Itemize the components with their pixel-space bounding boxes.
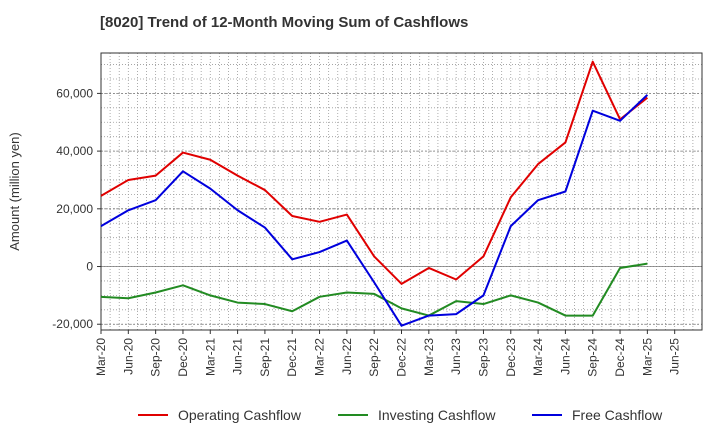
x-tick-label: Mar-24 — [531, 338, 545, 376]
x-tick-label: Mar-21 — [203, 338, 217, 376]
legend-label-free: Free Cashflow — [572, 407, 663, 423]
legend-swatch-operating — [138, 414, 168, 416]
legend-swatch-investing — [338, 414, 368, 416]
x-tick-label: Jun-22 — [340, 338, 354, 375]
legend-item-operating: Operating Cashflow — [138, 404, 301, 426]
y-tick-label: 40,000 — [56, 144, 93, 158]
y-tick-label: 20,000 — [56, 202, 93, 216]
x-tick-label: Mar-25 — [640, 338, 654, 376]
legend-swatch-free — [532, 414, 562, 416]
x-tick-label: Jun-25 — [668, 338, 682, 375]
x-tick-label: Sep-24 — [586, 338, 600, 377]
x-tick-label: Jun-24 — [558, 338, 572, 375]
series-line-investing-cashflow — [100, 262, 648, 317]
y-tick-label: 0 — [86, 260, 93, 274]
x-tick-label: Dec-20 — [176, 338, 190, 377]
legend-label-operating: Operating Cashflow — [178, 407, 301, 423]
x-tick-label: Sep-22 — [367, 338, 381, 377]
x-tick-label: Mar-20 — [94, 338, 108, 376]
legend-item-investing: Investing Cashflow — [338, 404, 496, 426]
legend-item-free: Free Cashflow — [532, 404, 662, 426]
legend-label-investing: Investing Cashflow — [378, 407, 496, 423]
x-tick-label: Sep-23 — [476, 338, 490, 377]
x-tick-label: Jun-21 — [231, 338, 245, 375]
x-tick-label: Mar-23 — [422, 338, 436, 376]
x-tick-label: Sep-20 — [149, 338, 163, 377]
x-tick-label: Mar-22 — [313, 338, 327, 376]
x-tick-label: Dec-22 — [395, 338, 409, 377]
x-tick-label: Dec-24 — [613, 338, 627, 377]
x-tick-label: Jun-20 — [121, 338, 135, 375]
y-tick-label: -20,000 — [52, 317, 93, 331]
x-tick-label: Dec-21 — [285, 338, 299, 377]
y-tick-label: 60,000 — [56, 86, 93, 100]
y-axis-label: Amount (million yen) — [7, 132, 22, 251]
legend: Operating Cashflow Investing Cashflow Fr… — [0, 404, 720, 426]
x-tick-label: Jun-23 — [449, 338, 463, 375]
x-tick-label: Sep-21 — [258, 338, 272, 377]
x-tick-label: Dec-23 — [504, 338, 518, 377]
series-line-operating-cashflow — [100, 60, 648, 285]
chart-title: [8020] Trend of 12-Month Moving Sum of C… — [100, 14, 469, 31]
series-line-free-cashflow — [100, 94, 649, 327]
